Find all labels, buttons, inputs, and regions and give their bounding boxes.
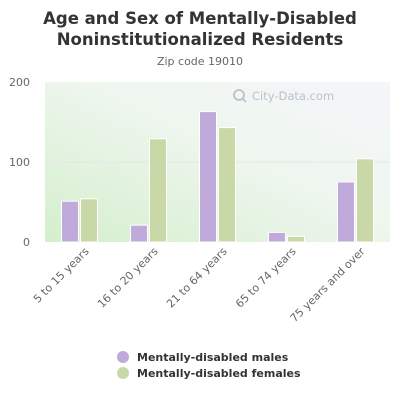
bar-males xyxy=(268,231,286,243)
legend-label-females: Mentally-disabled females xyxy=(137,366,301,380)
bar-males xyxy=(61,200,79,243)
bar-females xyxy=(218,127,236,243)
bars xyxy=(61,111,374,243)
bar-males xyxy=(130,224,148,243)
bar-males xyxy=(337,181,355,243)
bar-females xyxy=(287,235,305,243)
legend-item-males: Mentally-disabled males xyxy=(117,349,301,365)
y-tick-label: 0 xyxy=(23,236,30,249)
legend-item-females: Mentally-disabled females xyxy=(117,365,301,381)
y-tick-label: 100 xyxy=(9,156,30,169)
bar-females xyxy=(149,138,167,243)
x-tick-label: 5 to 15 years xyxy=(31,245,92,306)
x-tick-label: 65 to 74 years xyxy=(233,245,299,311)
legend-label-males: Mentally-disabled males xyxy=(137,350,289,364)
x-tick-label: 75 years and over xyxy=(288,245,368,325)
search-icon xyxy=(233,89,245,101)
chart-subtitle: Zip code 19010 xyxy=(156,55,244,68)
x-tick-label: 21 to 64 years xyxy=(164,245,230,311)
legend-swatch-females xyxy=(117,367,129,379)
chart-title: Age and Sex of Mentally-Disabled Noninst… xyxy=(43,9,357,49)
legend-swatch-males xyxy=(117,351,129,363)
y-axis-ticks: 0 100 200 xyxy=(9,76,30,249)
bar-females xyxy=(356,158,374,243)
bar-females xyxy=(80,198,98,243)
y-tick-label: 200 xyxy=(9,76,30,89)
x-tick-label: 16 to 20 years xyxy=(95,245,161,311)
bar-males xyxy=(199,111,217,243)
legend: Mentally-disabled males Mentally-disable… xyxy=(117,349,301,381)
watermark-text: City-Data.com xyxy=(252,89,334,103)
watermark: City-Data.com xyxy=(233,89,334,103)
x-axis-labels: 5 to 15 years 16 to 20 years 21 to 64 year… xyxy=(31,245,368,325)
